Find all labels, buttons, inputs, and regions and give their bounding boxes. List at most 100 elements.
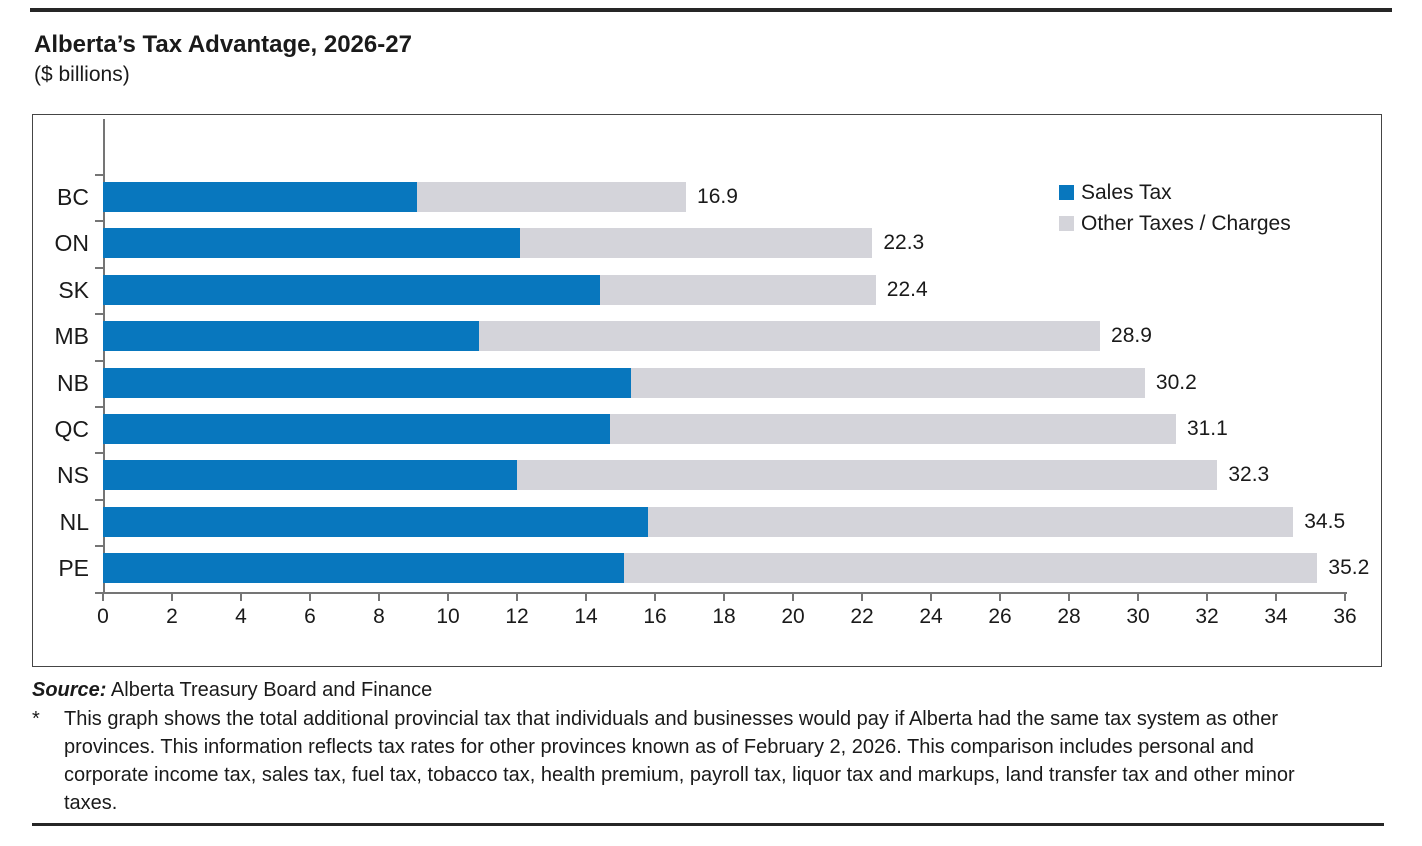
footnote: * This graph shows the total additional … <box>30 705 1392 817</box>
x-axis-tick <box>654 592 656 601</box>
x-tick-label-28: 28 <box>1057 605 1081 628</box>
bar-on-other-taxes <box>520 228 873 258</box>
top-divider <box>30 8 1392 12</box>
footnote-marker: * <box>32 708 40 730</box>
bottom-divider <box>32 823 1384 826</box>
bar-nb-other-taxes <box>630 368 1145 398</box>
chart-frame: BC 16.9 ON 22.3 SK 22.4 MB 28.9 NB 30.2 QC 31.1 NS 32… <box>32 114 1382 667</box>
bar-sk-sales-tax <box>103 275 600 305</box>
total-label-on: 22.3 <box>883 231 925 254</box>
x-axis-tick <box>861 592 863 601</box>
x-tick-label-26: 26 <box>988 605 1012 628</box>
legend: Sales Tax Other Taxes / Charges <box>1059 179 1291 241</box>
x-tick-label-2: 2 <box>166 605 178 628</box>
bar-qc-other-taxes <box>610 414 1176 444</box>
legend-swatch-sales-tax <box>1059 185 1074 200</box>
footnote-text: This graph shows the total additional pr… <box>64 708 1295 814</box>
category-axis-tick <box>95 220 103 222</box>
bar-nl-other-taxes <box>648 507 1294 537</box>
x-axis-tick <box>516 592 518 601</box>
category-axis-tick <box>95 174 103 176</box>
x-axis-tick <box>378 592 380 601</box>
source-line: Source: Alberta Treasury Board and Finan… <box>32 677 1392 703</box>
x-axis-tick <box>1137 592 1139 601</box>
bar-on-sales-tax <box>103 228 521 258</box>
chart-subtitle: ($ billions) <box>34 63 130 86</box>
x-tick-label-36: 36 <box>1333 605 1357 628</box>
x-axis-tick <box>1068 592 1070 601</box>
category-label-qc: QC <box>54 416 90 442</box>
x-tick-label-6: 6 <box>304 605 316 628</box>
total-label-ns: 32.3 <box>1228 463 1270 486</box>
x-tick-label-20: 20 <box>781 605 805 628</box>
x-tick-label-12: 12 <box>505 605 529 628</box>
legend-label-sales-tax: Sales Tax <box>1081 180 1172 204</box>
category-label-nl: NL <box>59 509 89 535</box>
total-label-nl: 34.5 <box>1304 510 1346 533</box>
x-axis-tick <box>1344 592 1346 601</box>
category-label-mb: MB <box>54 323 90 349</box>
x-tick-label-8: 8 <box>373 605 385 628</box>
category-axis-tick <box>95 267 103 269</box>
bar-sk-other-taxes <box>599 275 876 305</box>
x-axis-line <box>103 592 1347 594</box>
bar-mb-other-taxes <box>479 321 1101 351</box>
category-axis-tick <box>95 360 103 362</box>
x-tick-label-18: 18 <box>712 605 736 628</box>
legend-entry-sales-tax: Sales Tax <box>1059 179 1291 206</box>
category-label-bc: BC <box>57 184 89 210</box>
x-axis-tick <box>585 592 587 601</box>
bar-bc-sales-tax <box>103 182 417 212</box>
x-tick-label-0: 0 <box>97 605 109 628</box>
bar-ns-sales-tax <box>103 460 517 490</box>
category-axis-tick <box>95 452 103 454</box>
x-tick-label-16: 16 <box>643 605 667 628</box>
total-label-mb: 28.9 <box>1111 324 1152 347</box>
x-tick-label-4: 4 <box>235 605 247 628</box>
legend-label-other-taxes-charges: Other Taxes / Charges <box>1081 211 1291 235</box>
bar-qc-sales-tax <box>103 414 611 444</box>
bar-ns-other-taxes <box>517 460 1218 490</box>
legend-swatch-other-taxes-charges <box>1059 216 1074 231</box>
x-tick-label-30: 30 <box>1126 605 1150 628</box>
x-tick-label-22: 22 <box>850 605 874 628</box>
bar-pe-sales-tax <box>103 553 624 583</box>
total-label-pe: 35.2 <box>1328 556 1370 579</box>
chart-title: Alberta’s Tax Advantage, 2026-27 <box>34 31 412 58</box>
source-label: Source: <box>32 679 107 701</box>
x-axis-tick <box>171 592 173 601</box>
category-axis-tick <box>95 592 103 594</box>
category-label-sk: SK <box>58 277 89 303</box>
bar-nb-sales-tax <box>103 368 631 398</box>
page: Alberta’s Tax Advantage, 2026-27 ($ bill… <box>0 8 1422 826</box>
bar-nl-sales-tax <box>103 507 649 537</box>
total-label-nb: 30.2 <box>1155 371 1197 394</box>
category-axis-tick <box>95 545 103 547</box>
x-tick-label-14: 14 <box>574 605 598 628</box>
total-label-bc: 16.9 <box>697 185 738 208</box>
legend-entry-other-taxes-charges: Other Taxes / Charges <box>1059 210 1291 237</box>
source-text: Alberta Treasury Board and Finance <box>106 679 433 701</box>
category-axis-tick <box>95 499 103 501</box>
category-axis-tick <box>95 406 103 408</box>
y-axis-line <box>103 119 105 592</box>
x-tick-label-32: 32 <box>1195 605 1219 628</box>
x-tick-label-34: 34 <box>1264 605 1288 628</box>
total-label-qc: 31.1 <box>1186 417 1228 440</box>
x-axis-tick <box>723 592 725 601</box>
x-axis-tick <box>1275 592 1277 601</box>
category-axis-tick <box>95 313 103 315</box>
x-axis-tick <box>930 592 932 601</box>
x-axis-tick <box>1206 592 1208 601</box>
category-label-on: ON <box>54 230 90 256</box>
total-label-sk: 22.4 <box>886 278 928 301</box>
x-axis-tick <box>792 592 794 601</box>
category-label-pe: PE <box>58 555 89 581</box>
category-label-nb: NB <box>57 370 89 396</box>
bar-mb-sales-tax <box>103 321 480 351</box>
x-axis-tick <box>309 592 311 601</box>
bar-pe-other-taxes <box>623 553 1318 583</box>
x-axis-tick <box>102 592 104 601</box>
x-axis-tick <box>999 592 1001 601</box>
x-tick-label-10: 10 <box>436 605 460 628</box>
